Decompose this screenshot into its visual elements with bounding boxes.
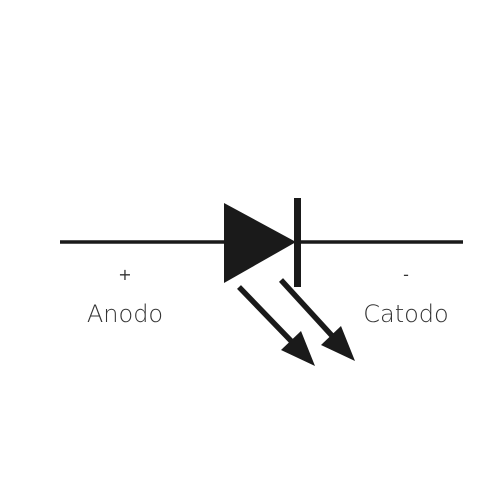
diode-triangle xyxy=(224,203,296,283)
emission-arrow-left xyxy=(237,285,315,366)
cathode-label: Catodo xyxy=(363,300,448,328)
cathode-sign: - xyxy=(403,265,409,284)
emission-arrow-right xyxy=(278,278,355,361)
anode-sign: + xyxy=(118,265,131,284)
cathode-bar xyxy=(294,198,301,287)
anode-label: Anodo xyxy=(87,300,163,328)
